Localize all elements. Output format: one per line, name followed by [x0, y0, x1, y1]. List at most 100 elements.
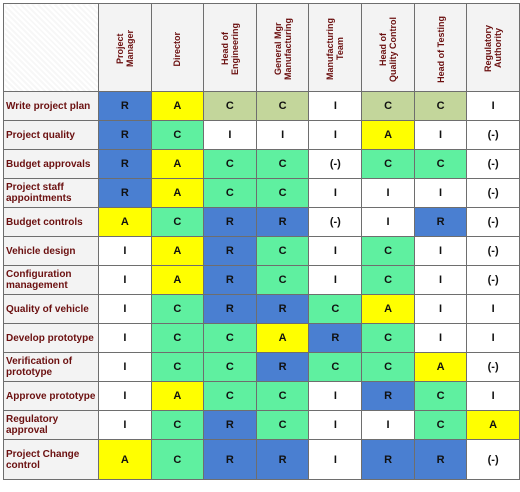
column-header: Head of Testing — [413, 3, 468, 92]
raci-cell: (-) — [466, 149, 520, 179]
raci-cell: A — [150, 381, 205, 411]
table-row: Project staff appointments R A C C I I I (-) — [3, 178, 520, 208]
raci-cell: R — [203, 439, 257, 480]
raci-cell: I — [413, 120, 468, 150]
task-label: Approve prototype — [3, 381, 99, 411]
raci-cell: C — [413, 91, 468, 121]
raci-cell: C — [150, 439, 205, 480]
raci-cell: A — [361, 294, 415, 324]
task-label: Budget approvals — [3, 149, 99, 179]
raci-cell: I — [308, 91, 363, 121]
raci-cell: C — [150, 352, 205, 382]
raci-cell: (-) — [466, 178, 520, 208]
raci-cell: A — [361, 120, 415, 150]
task-label: Develop prototype — [3, 323, 99, 353]
task-label: Vehicle design — [3, 236, 99, 266]
raci-cell: A — [98, 439, 152, 480]
raci-cell: C — [308, 294, 363, 324]
raci-cell: A — [466, 410, 520, 440]
raci-cell: I — [308, 410, 363, 440]
raci-cell: (-) — [466, 207, 520, 237]
column-header-label: Head of Engineering — [219, 22, 240, 75]
table-row: Vehicle design I A R C I C I (-) — [3, 236, 520, 266]
raci-cell: R — [255, 352, 310, 382]
raci-cell: C — [150, 207, 205, 237]
raci-cell: A — [150, 236, 205, 266]
raci-cell: R — [203, 236, 257, 266]
raci-cell: C — [150, 323, 205, 353]
table-row: Quality of vehicle I C R R C A I I — [3, 294, 520, 324]
raci-cell: C — [203, 323, 257, 353]
table-row: Regulatory approval I C R C I I C A — [3, 410, 520, 440]
raci-cell: C — [255, 149, 310, 179]
raci-cell: C — [255, 410, 310, 440]
column-header: Director — [150, 3, 205, 92]
column-header: Manufacturing Team — [308, 3, 363, 92]
raci-cell: (-) — [466, 236, 520, 266]
raci-cell: I — [413, 323, 468, 353]
raci-cell: C — [413, 381, 468, 411]
raci-cell: I — [308, 265, 363, 295]
raci-cell: I — [98, 265, 152, 295]
task-label: Write project plan — [3, 91, 99, 121]
raci-cell: C — [255, 265, 310, 295]
raci-cell: C — [361, 91, 415, 121]
raci-cell: I — [466, 323, 520, 353]
raci-cell: C — [361, 352, 415, 382]
raci-cell: I — [413, 265, 468, 295]
table-row: Budget approvals R A C C (-) C C (-) — [3, 149, 520, 179]
raci-cell: I — [361, 410, 415, 440]
column-header-label: General Mgr Manufacturing — [272, 18, 293, 80]
raci-cell: R — [98, 178, 152, 208]
raci-cell: I — [413, 236, 468, 266]
raci-cell: I — [466, 91, 520, 121]
corner-cell — [3, 3, 99, 92]
raci-cell: (-) — [308, 149, 363, 179]
raci-cell: I — [98, 323, 152, 353]
raci-cell: R — [255, 439, 310, 480]
raci-cell: C — [203, 149, 257, 179]
raci-cell: A — [413, 352, 468, 382]
raci-cell: I — [255, 120, 310, 150]
raci-cell: C — [413, 149, 468, 179]
raci-cell: I — [98, 381, 152, 411]
task-label: Project quality — [3, 120, 99, 150]
column-header: Project Manager — [98, 3, 152, 92]
raci-cell: I — [466, 381, 520, 411]
raci-cell: A — [150, 91, 205, 121]
raci-cell: I — [308, 236, 363, 266]
raci-cell: I — [413, 178, 468, 208]
task-label: Verification of prototype — [3, 352, 99, 382]
raci-cell: C — [361, 265, 415, 295]
raci-cell: C — [150, 410, 205, 440]
table-row: Approve prototype I A C C I R C I — [3, 381, 520, 411]
raci-cell: R — [413, 207, 468, 237]
column-header: Head of Quality Control — [361, 3, 415, 92]
raci-cell: C — [255, 381, 310, 411]
raci-cell: R — [361, 381, 415, 411]
header-row: Project Manager Director Head of Enginee… — [3, 3, 520, 92]
raci-cell: R — [255, 294, 310, 324]
raci-body: Write project plan R A C C I C C I Project qualit… — [3, 91, 520, 480]
task-label: Regulatory approval — [3, 410, 99, 440]
raci-matrix: Project Manager Director Head of Enginee… — [3, 3, 520, 480]
raci-cell: R — [203, 294, 257, 324]
raci-cell: (-) — [466, 352, 520, 382]
raci-cell: I — [308, 439, 363, 480]
raci-cell: C — [255, 236, 310, 266]
column-header-label: Director — [172, 31, 183, 67]
raci-cell: (-) — [466, 265, 520, 295]
raci-cell: C — [150, 294, 205, 324]
raci-cell: C — [203, 381, 257, 411]
raci-cell: A — [150, 149, 205, 179]
task-label: Budget controls — [3, 207, 99, 237]
column-header: Head of Engineering — [203, 3, 257, 92]
raci-cell: C — [361, 149, 415, 179]
raci-cell: R — [98, 120, 152, 150]
raci-cell: A — [98, 207, 152, 237]
raci-cell: I — [361, 207, 415, 237]
raci-cell: R — [255, 207, 310, 237]
raci-cell: I — [308, 120, 363, 150]
task-label: Quality of vehicle — [3, 294, 99, 324]
raci-cell: C — [203, 91, 257, 121]
